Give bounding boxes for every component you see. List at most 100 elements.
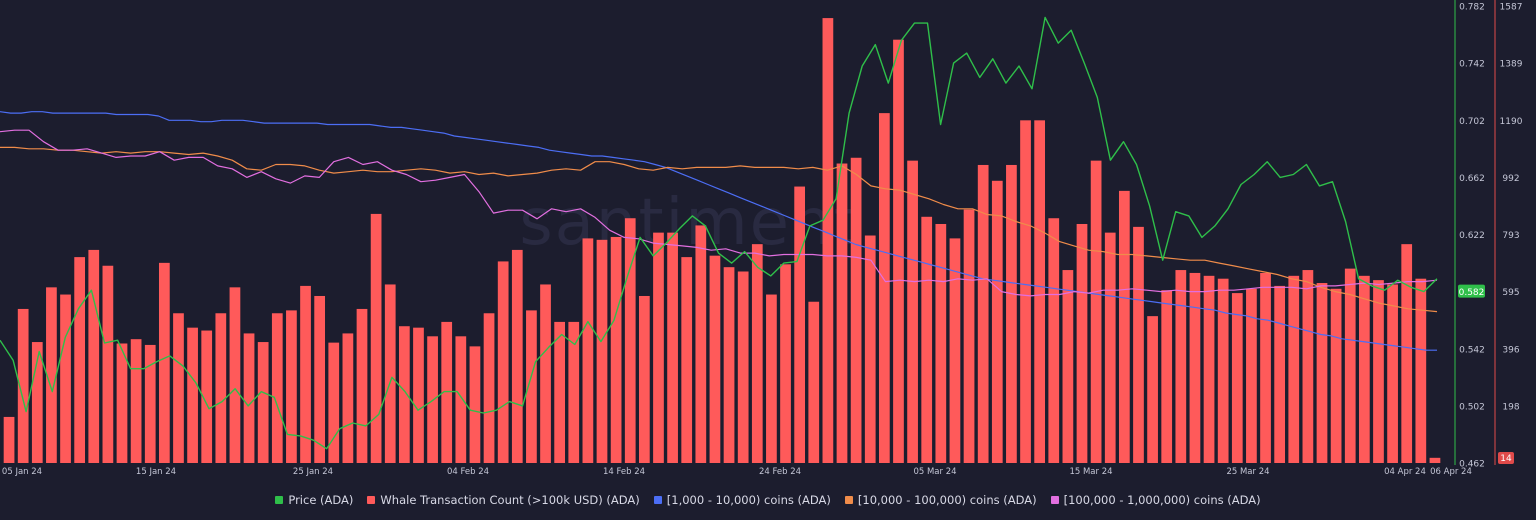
whale-count-bar: [455, 336, 467, 463]
whale-count-bar: [413, 327, 424, 463]
legend-label-whale-count: Whale Transaction Count (>100k USD) (ADA…: [380, 493, 640, 507]
whale-count-bar: [935, 223, 947, 463]
price-tick-label: 0.502: [1459, 402, 1485, 412]
whale-count-bar: [526, 310, 537, 463]
whale-count-bar: [384, 284, 396, 463]
whale-count-bar: [243, 333, 255, 463]
price-tick-label: 0.702: [1459, 117, 1485, 127]
whale-count-bar: [356, 308, 368, 463]
whale-count-bar: [102, 265, 114, 463]
price-tick-label: 0.542: [1459, 345, 1485, 355]
whale-count-bar: [1090, 160, 1102, 463]
count-badge: [1498, 452, 1514, 464]
x-tick-label: 25 Jan 24: [293, 467, 333, 477]
watermark: santiment: [519, 186, 860, 260]
whale-count-bar: [1147, 316, 1158, 463]
whale-count-bar: [808, 301, 820, 463]
legend-swatch-small-holders: [653, 496, 662, 504]
price-tick-label: 0.782: [1459, 3, 1485, 13]
whale-count-bar: [709, 255, 721, 463]
whale-count-bar: [116, 343, 128, 463]
x-tick-label: 04 Apr 24: [1384, 467, 1426, 477]
whale-count-bar: [667, 232, 678, 463]
whale-count-bar: [1062, 270, 1074, 463]
whale-count-bar: [74, 257, 86, 463]
price-badge: [1458, 284, 1485, 298]
whale-count-bar: [31, 342, 43, 463]
whale-count-bar: [441, 321, 453, 463]
x-tick-label: 15 Jan 24: [136, 467, 176, 477]
whale-count-bar: [653, 232, 664, 463]
count-tick-label: 1587: [1500, 3, 1523, 13]
whale-count-bar: [144, 344, 156, 463]
whale-count-bar: [130, 339, 142, 463]
whale-count-bar: [991, 180, 1003, 464]
whale-count-bar: [794, 186, 806, 464]
legend-item-small-holders[interactable]: [1,000 - 10,000) coins (ADA): [653, 493, 831, 507]
legend: Price (ADA) Whale Transaction Count (>10…: [0, 490, 1536, 510]
whale-count-bar: [3, 416, 15, 463]
legend-swatch-price: [275, 496, 284, 504]
whale-count-bar: [328, 342, 340, 463]
whale-count-bar: [1231, 293, 1243, 463]
whale-count-bar: [568, 321, 580, 463]
price-tick-label: 0.462: [1459, 460, 1485, 470]
whale-count-bar: [907, 160, 918, 463]
whale-count-bar: [766, 294, 777, 463]
whale-count-bar: [624, 218, 636, 463]
whale-count-bar: [1358, 275, 1370, 463]
whale-count-bar: [286, 310, 297, 463]
small-holders-line: [0, 111, 1437, 351]
chart-svg: santiment 0.782 0.742 0.702 0.662 0.622 0.582…: [0, 0, 1523, 477]
legend-item-whale-count[interactable]: Whale Transaction Count (>100k USD) (ADA…: [367, 493, 640, 507]
whale-count-bar: [257, 342, 269, 463]
whale-count-bar: [17, 308, 29, 463]
count-tick-label: 595: [1502, 288, 1519, 298]
legend-item-large-holders[interactable]: [100,000 - 1,000,000) coins (ADA): [1050, 493, 1261, 507]
whale-count-bar: [1288, 275, 1300, 463]
whale-count-bar: [469, 346, 481, 463]
whale-count-bar: [1260, 272, 1271, 463]
whale-count-bar: [977, 164, 989, 463]
whale-count-bar: [1429, 457, 1441, 463]
legend-item-price[interactable]: Price (ADA): [275, 493, 353, 507]
legend-label-large-holders: [100,000 - 1,000,000) coins (ADA): [1063, 493, 1261, 507]
legend-swatch-large-holders: [1050, 496, 1059, 504]
whale-count-bar: [1316, 283, 1328, 463]
whale-count-bar: [582, 238, 594, 463]
whale-count-bar: [921, 216, 933, 463]
x-tick-label: 04 Feb 24: [447, 467, 489, 477]
price-tick-label: 0.662: [1459, 174, 1485, 184]
legend-item-mid-holders[interactable]: [10,000 - 100,000) coins (ADA): [844, 493, 1037, 507]
price-line: [0, 16, 1438, 450]
x-tick-label: 05 Mar 24: [913, 467, 956, 477]
whale-count-bar: [836, 163, 848, 463]
whale-count-bar: [497, 261, 509, 463]
whale-count-bar: [1302, 270, 1314, 463]
whale-count-bar: [751, 244, 763, 463]
whale-count-bar: [300, 285, 311, 463]
whale-count-bar: [1217, 278, 1229, 463]
x-tick-label: 14 Feb 24: [603, 467, 645, 477]
whale-count-bar: [1161, 290, 1173, 463]
whale-count-bar: [1246, 288, 1257, 463]
whale-count-bar: [1034, 120, 1046, 463]
whale-count-bar: [864, 235, 876, 463]
x-tick-label: 05 Jan 24: [2, 467, 42, 477]
whale-count-bar: [314, 295, 326, 463]
x-tick-label: 15 Mar 24: [1069, 467, 1112, 477]
whale-count-bar: [229, 287, 241, 463]
whale-count-bar: [398, 326, 410, 463]
whale-count-bar: [822, 18, 834, 464]
whale-count-bar: [596, 239, 608, 463]
whale-count-bar: [949, 238, 961, 463]
whale-count-bar: [893, 39, 904, 463]
whale-count-bar: [1076, 223, 1088, 463]
whale-count-bar: [1006, 164, 1017, 463]
count-badge-label: 14: [1500, 454, 1512, 464]
whale-count-bar: [1048, 218, 1060, 463]
whale-count-bar: [737, 271, 749, 463]
whale-count-bar: [723, 267, 735, 463]
whale-count-bar: [1401, 244, 1413, 463]
legend-label-price: Price (ADA): [288, 493, 354, 507]
